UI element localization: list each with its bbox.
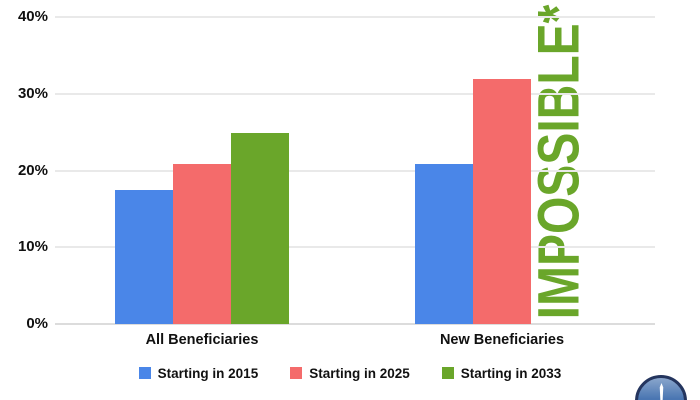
legend-label: Starting in 2025 — [309, 365, 410, 381]
y-tick-label: 20% — [17, 161, 48, 179]
grid-line — [55, 246, 655, 249]
legend-label: Starting in 2033 — [460, 365, 562, 381]
category-label: All Beneficiaries — [145, 332, 259, 348]
legend-item: Starting in 2033 — [441, 365, 562, 381]
grid-line — [55, 169, 655, 172]
grid-line — [55, 92, 655, 95]
bar — [415, 164, 473, 324]
legend: Starting in 2015 Starting in 2025 Starting… — [0, 362, 700, 384]
y-tick-label: 40% — [17, 8, 48, 25]
y-tick-label: 10% — [17, 238, 48, 256]
grid-line — [55, 16, 655, 18]
monument-icon — [659, 383, 664, 400]
legend-item: Starting in 2015 — [138, 365, 259, 381]
bar — [173, 163, 231, 324]
category-label: New Beneficiaries — [439, 332, 565, 348]
bar — [115, 190, 173, 324]
y-tick-label: 0% — [26, 315, 48, 332]
legend-label: Starting in 2015 — [157, 365, 259, 381]
bar — [473, 79, 531, 324]
legend-swatch — [290, 367, 303, 379]
grid-line — [55, 323, 655, 325]
bar — [231, 132, 289, 324]
legend-swatch — [138, 367, 151, 379]
legend-item: Starting in 2025 — [290, 366, 410, 381]
impossible-annotation: IMPOSSIBLE* — [527, 4, 592, 320]
legend-swatch — [441, 367, 454, 379]
y-tick-label: 30% — [17, 84, 48, 102]
